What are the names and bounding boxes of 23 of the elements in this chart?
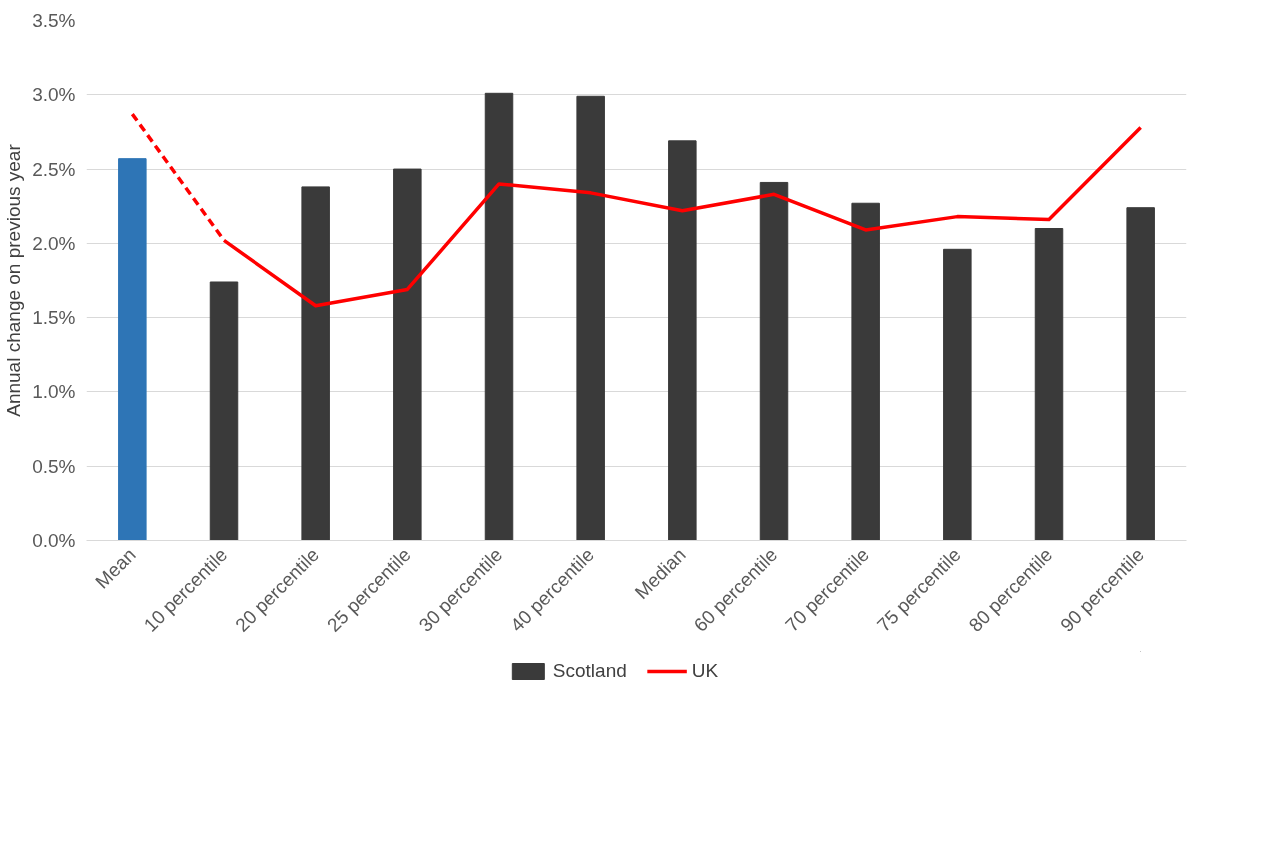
- y-tick-label: 3.5%: [32, 10, 76, 31]
- y-tick-label: 1.0%: [32, 381, 76, 403]
- bar: [118, 158, 147, 541]
- bar: [393, 168, 422, 541]
- y-tick-label: 3.0%: [32, 84, 76, 106]
- y-tick-label: 0.5%: [32, 455, 76, 477]
- bar: [301, 186, 330, 541]
- bar: [576, 95, 605, 541]
- y-tick-label: 2.0%: [32, 232, 76, 254]
- bar: [668, 140, 697, 541]
- y-tick-label: 2.5%: [32, 158, 76, 180]
- bar: [943, 248, 972, 541]
- y-tick-label: 0.0%: [32, 530, 76, 551]
- bar: [759, 181, 789, 541]
- y-tick-label: 1.5%: [32, 307, 76, 329]
- legend-label: Scotland: [552, 660, 627, 682]
- legend-label: UK: [691, 660, 719, 682]
- bar: [484, 92, 514, 541]
- bar: [1034, 228, 1064, 541]
- bar: [851, 202, 880, 541]
- bar: [1126, 207, 1155, 541]
- y-axis-title: Annual change on previous year: [3, 143, 25, 417]
- bar: [209, 281, 239, 541]
